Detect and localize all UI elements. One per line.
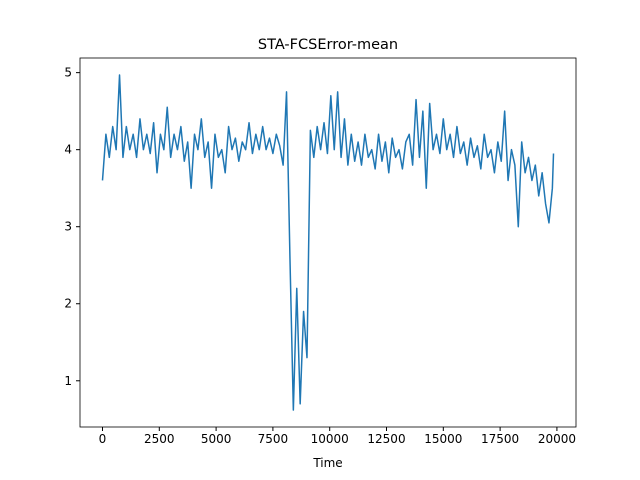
y-tick-label: 4 bbox=[64, 143, 72, 157]
series-line bbox=[101, 74, 555, 411]
y-tick-label: 1 bbox=[64, 374, 72, 388]
y-tick-label: 3 bbox=[64, 220, 72, 234]
x-tick-label: 0 bbox=[99, 432, 107, 446]
x-tick-label: 15000 bbox=[424, 432, 462, 446]
x-tick-label: 10000 bbox=[311, 432, 349, 446]
x-tick-label: 2500 bbox=[144, 432, 175, 446]
y-tick-label: 2 bbox=[64, 297, 72, 311]
x-tick-label: 5000 bbox=[201, 432, 232, 446]
plot-frame bbox=[79, 57, 577, 428]
chart-title: STA-FCSError-mean bbox=[258, 37, 398, 53]
y-tick-label: 5 bbox=[64, 66, 72, 80]
x-tick-label: 17500 bbox=[481, 432, 519, 446]
x-tick-label: 7500 bbox=[258, 432, 289, 446]
x-tick-label: 20000 bbox=[538, 432, 576, 446]
x-tick-label: 12500 bbox=[367, 432, 405, 446]
x-axis-label: Time bbox=[312, 456, 342, 470]
